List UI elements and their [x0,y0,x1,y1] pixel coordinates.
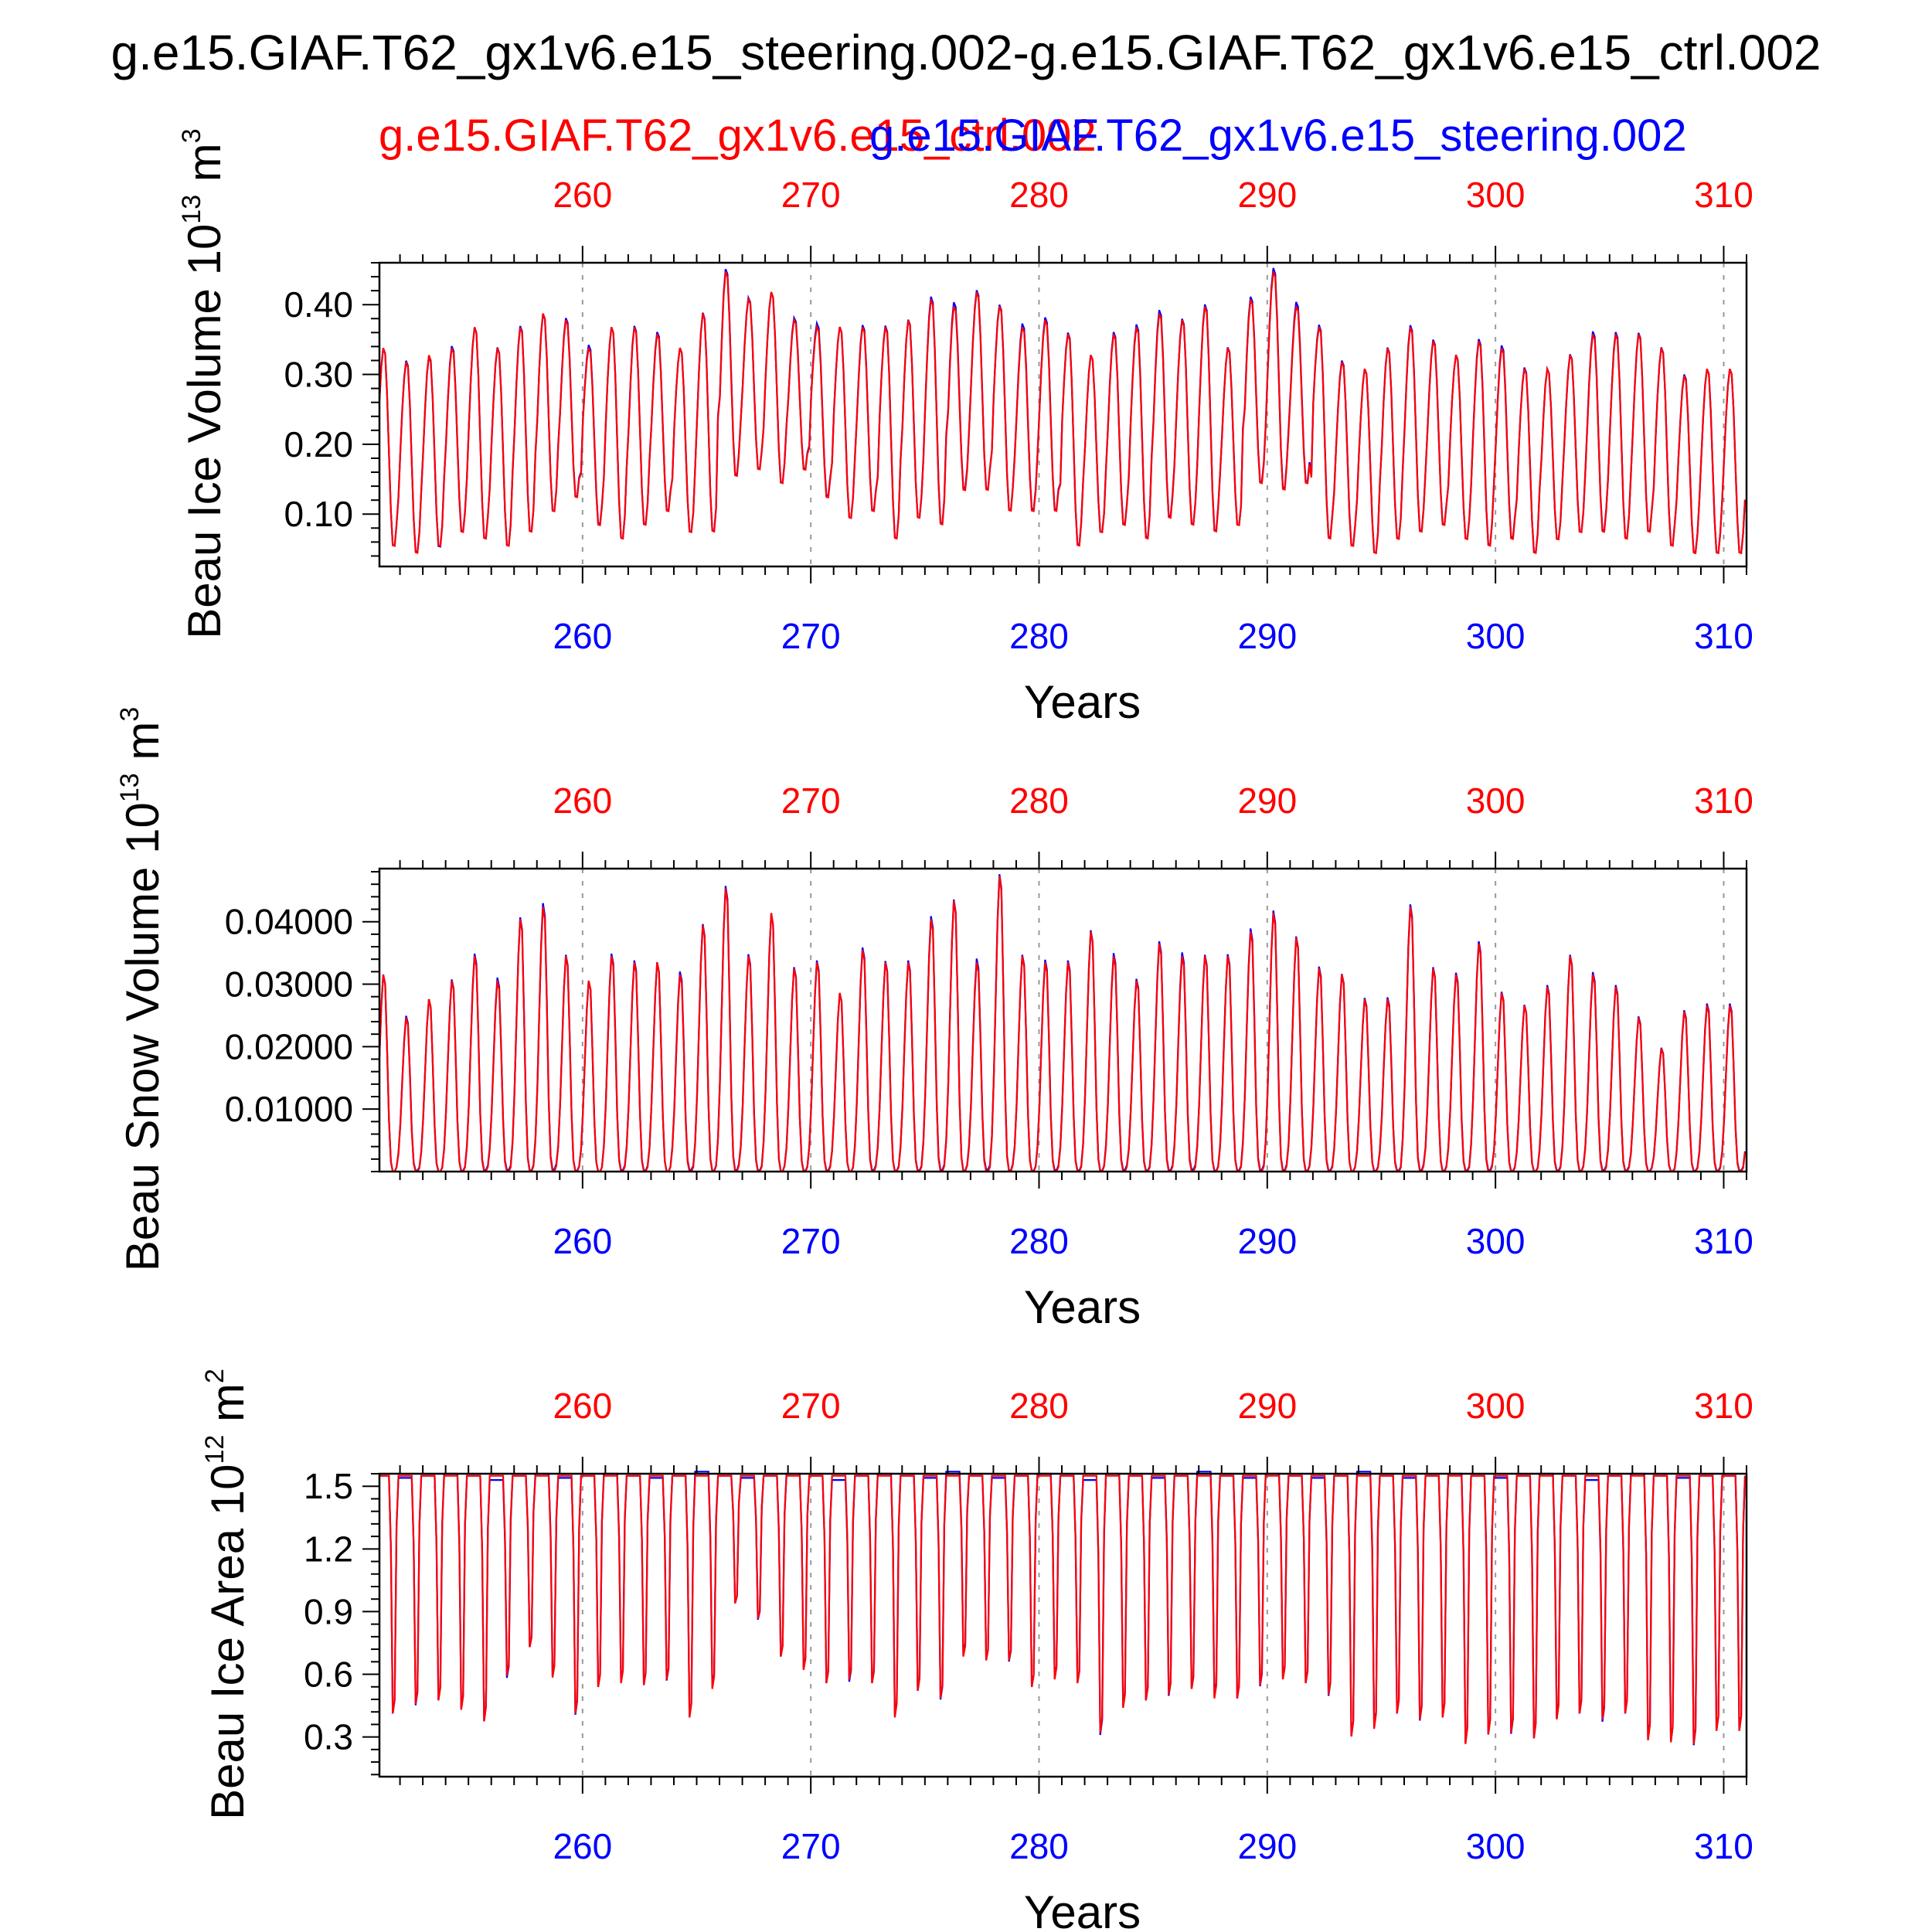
series-line-ctrl [378,876,1747,1173]
x-tick-label-top: 260 [553,175,612,215]
panel-ice-area: 260 260 270 270 280 280 290 290 300 300 310 310 0.3 0… [200,1369,1753,1932]
x-tick-label-top: 300 [1466,1386,1526,1426]
x-tick-label-bottom: 310 [1694,616,1753,656]
x-tick-label-top: 300 [1466,175,1526,215]
x-tick-label-bottom: 310 [1694,1221,1753,1261]
y-tick-label: 0.40 [284,284,353,325]
x-tick-label-bottom: 290 [1237,1221,1297,1261]
x-tick-label-bottom: 280 [1009,616,1069,656]
y-tick-label: 0.04000 [225,902,353,942]
x-tick-label-top: 290 [1237,781,1297,821]
x-tick-label-top: 280 [1009,1386,1069,1426]
y-tick-label: 0.6 [304,1655,353,1695]
x-tick-label-top: 270 [781,1386,841,1426]
x-tick-label-bottom: 270 [781,1221,841,1261]
x-tick-label-bottom: 270 [781,616,841,656]
x-tick-label-bottom: 260 [553,616,612,656]
x-tick-label-top: 280 [1009,175,1069,215]
x-tick-label-top: 310 [1694,781,1753,821]
x-tick-label-top: 270 [781,175,841,215]
x-tick-label-bottom: 260 [553,1221,612,1261]
series-line-ctrl [378,270,1747,555]
x-tick-label-top: 290 [1237,175,1297,215]
legend-steering-label: g.e15.GIAF.T62_gx1v6.e15_steering.002 [869,111,1687,161]
x-tick-label-top: 270 [781,781,841,821]
x-tick-label-top: 310 [1694,1386,1753,1426]
x-tick-label-bottom: 310 [1694,1826,1753,1866]
y-tick-label: 1.5 [304,1466,353,1506]
y-tick-label: 0.30 [284,355,353,395]
x-tick-label-bottom: 300 [1466,616,1526,656]
y-tick-label: 0.20 [284,424,353,464]
y-tick-label: 0.3 [304,1717,353,1757]
x-axis-label: Years [1024,1886,1141,1932]
plot-frame [378,1472,1748,1778]
x-axis-label: Years [1024,676,1141,728]
series-line-steering [379,1471,1747,1746]
x-tick-label-top: 260 [553,1386,612,1426]
x-tick-label-bottom: 270 [781,1826,841,1866]
y-axis-label: Beau Snow Volume 1013 m3 [115,707,168,1272]
x-tick-label-top: 310 [1694,175,1753,215]
plot-frame [378,867,1748,1173]
x-tick-label-bottom: 300 [1466,1221,1526,1261]
legend-ctrl-label: g.e15.GIAF.T62_gx1v6.e15_ctrl.002 [379,111,1097,161]
y-tick-label: 0.02000 [225,1026,353,1066]
series-line-ctrl [379,1475,1747,1744]
plot-frame [378,261,1748,568]
y-tick-label: 0.01000 [225,1089,353,1129]
x-tick-label-top: 280 [1009,781,1069,821]
x-tick-label-bottom: 260 [553,1826,612,1866]
x-tick-label-bottom: 300 [1466,1826,1526,1866]
y-tick-label: 1.2 [304,1529,353,1569]
panel-snow-volume: 260 260 270 270 280 280 290 290 300 300 310 310 0.01… [115,707,1753,1333]
y-tick-label: 0.03000 [225,964,353,1005]
x-tick-label-bottom: 290 [1237,616,1297,656]
y-axis-label: Beau Ice Volume 1013 m3 [177,128,230,638]
figure-title: g.e15.GIAF.T62_gx1v6.e15_steering.002-g.… [111,25,1821,80]
y-axis-label: Beau Ice Area 1012 m2 [200,1369,253,1820]
y-tick-label: 0.10 [284,494,353,534]
panel-ice-volume: 260 260 270 270 280 280 290 290 300 300 310 310 0.10… [177,128,1753,728]
x-tick-label-top: 260 [553,781,612,821]
x-axis-label: Years [1024,1281,1141,1333]
x-tick-label-top: 290 [1237,1386,1297,1426]
y-tick-label: 0.9 [304,1591,353,1631]
x-tick-label-bottom: 290 [1237,1826,1297,1866]
x-tick-label-bottom: 280 [1009,1826,1069,1866]
x-tick-label-bottom: 280 [1009,1221,1069,1261]
x-tick-label-top: 300 [1466,781,1526,821]
